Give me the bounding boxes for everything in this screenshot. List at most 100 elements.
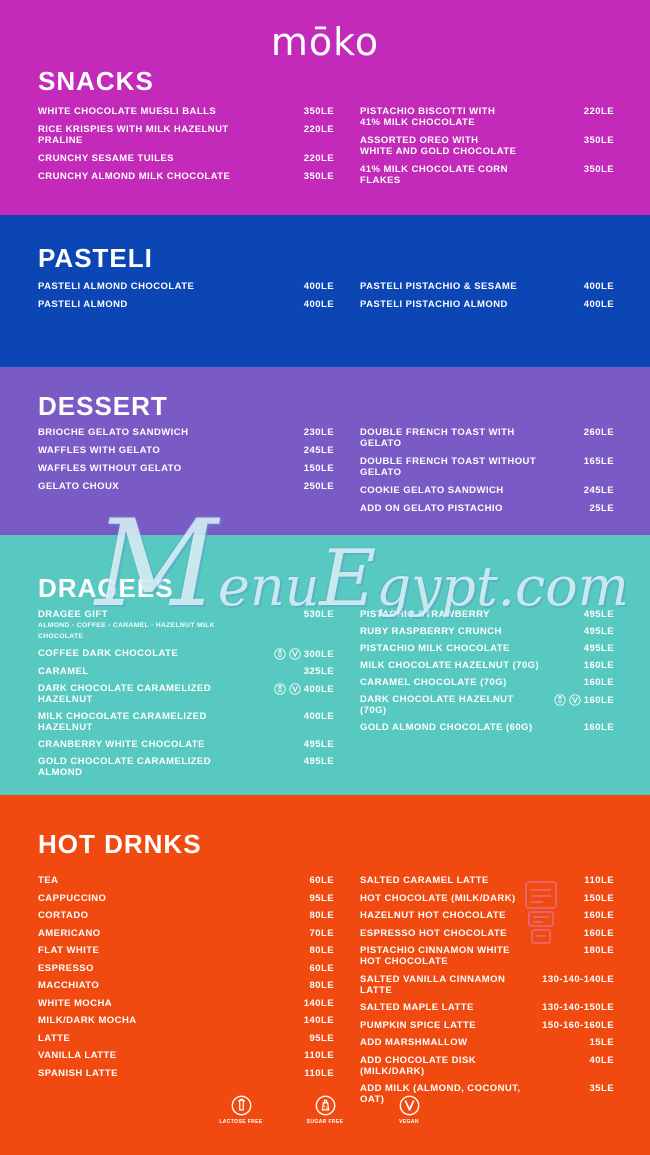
lactose-free-icon: [274, 683, 286, 695]
menu-item-price: 165LE: [583, 456, 614, 467]
menu-item: SALTED VANILLA CINNAMON LATTE 130-140-140L…: [360, 974, 614, 996]
menu-item-price: 130-140-150LE: [542, 1002, 614, 1013]
menu-item: ESPRESSO 60LE: [38, 963, 334, 974]
menu-item-price: 150LE: [303, 463, 334, 474]
menu-item-price: 220LE: [303, 153, 334, 164]
menu-item-name: DRAGEE GIFT ALMOND - COFFEE - CARAMEL - H…: [38, 609, 251, 642]
menu-item-price: 245LE: [303, 445, 334, 456]
menu-item-name: CRANBERRY WHITE CHOCOLATE: [38, 739, 205, 750]
menu-item: CORTADO 80LE: [38, 910, 334, 921]
menu-item-name: PASTELI ALMOND: [38, 299, 128, 310]
menu-item: DOUBLE FRENCH TOAST WITHOUT GELATO 165LE: [360, 456, 614, 478]
menu-item-name: LATTE: [38, 1032, 71, 1044]
menu-item-price: 400LE: [583, 299, 614, 310]
menu-item: SALTED CARAMEL LATTE 110LE: [360, 875, 614, 886]
section-title-dragees: DRAGEES: [38, 573, 174, 603]
menu-item-price: 495LE: [303, 739, 334, 750]
menu-column-right: SALTED CARAMEL LATTE 110LE HOT CHOCOLATE (…: [360, 875, 614, 1112]
menu-item-price: 220LE: [303, 124, 334, 135]
menu-item-price: 350LE: [303, 171, 334, 182]
sugar-free-icon: [315, 1095, 336, 1116]
menu-item-price: 350LE: [583, 164, 614, 175]
menu-item-name: AMERICANO: [38, 927, 101, 939]
menu-item-name: COFFEE DARK CHOCOLATE: [38, 648, 179, 659]
menu-item-price: 495LE: [583, 626, 614, 637]
menu-item-price: 350LE: [303, 106, 334, 117]
menu-item-name: DARK CHOCOLATE HAZELNUT (70G): [360, 694, 514, 716]
menu-item-name: PASTELI PISTACHIO ALMOND: [360, 299, 508, 310]
menu-item: RICE KRISPIES WITH MILK HAZELNUT PRALINE…: [38, 124, 334, 146]
menu-item-name: SALTED CARAMEL LATTE: [360, 875, 489, 886]
menu-column-left: BRIOCHE GELATO SANDWICH 230LE WAFFLES WITH…: [38, 427, 334, 499]
menu-item-price: 35LE: [589, 1083, 614, 1094]
menu-item-price: 230LE: [303, 427, 334, 438]
menu-item-name: CORTADO: [38, 910, 89, 921]
menu-item-name: PISTACHIO MILK CHOCOLATE: [360, 643, 510, 654]
menu-item-name: DOUBLE FRENCH TOAST WITHOUT GELATO: [360, 456, 537, 478]
menu-item: SALTED MAPLE LATTE 130-140-150LE: [360, 1002, 614, 1013]
menu-item: DARK CHOCOLATE HAZELNUT (70G) 160LE: [360, 694, 614, 716]
menu-item: DOUBLE FRENCH TOAST WITH GELATO 260LE: [360, 427, 614, 449]
vegan-icon: [289, 683, 301, 695]
menu-item-price: 495LE: [583, 609, 614, 620]
menu-column-left: PASTELI ALMOND CHOCOLATE 400LE PASTELI ALM…: [38, 281, 334, 317]
menu-item-price: 140LE: [303, 1015, 334, 1026]
menu-item-price: 150-160-160LE: [542, 1019, 614, 1031]
menu-item: WAFFLES WITH GELATO 245LE: [38, 445, 334, 456]
menu-item-price: 495LE: [583, 643, 614, 654]
menu-item-name: CARAMEL: [38, 666, 89, 677]
menu-item: WAFFLES WITHOUT GELATO 150LE: [38, 463, 334, 474]
menu-item-name: PISTACHIO BISCOTTI WITH 41% MILK CHOCOLAT…: [360, 106, 496, 128]
menu-item-name: FLAT WHITE: [38, 945, 100, 956]
menu-item: DARK CHOCOLATE CARAMELIZED HAZELNUT 400LE: [38, 683, 334, 705]
menu-item-name: ASSORTED OREO WITH WHITE AND GOLD CHOCOLA…: [360, 135, 517, 157]
legend-label: LACTOSE FREE: [219, 1119, 263, 1125]
menu-item: TEA 60LE: [38, 875, 334, 886]
menu-item-price: 400LE: [583, 281, 614, 292]
menu-item-name: GOLD ALMOND CHOCOLATE (60G): [360, 722, 533, 733]
menu-column-right: PISTACHIO BISCOTTI WITH 41% MILK CHOCOLAT…: [360, 106, 614, 193]
menu-item-name: RICE KRISPIES WITH MILK HAZELNUT PRALINE: [38, 124, 229, 146]
menu-item-name: BRIOCHE GELATO SANDWICH: [38, 427, 189, 438]
section-dessert: DESSERT BRIOCHE GELATO SANDWICH 230LE WAFF…: [0, 367, 650, 535]
menu-item-name: COOKIE GELATO SANDWICH: [360, 485, 504, 496]
menu-item-price: 15LE: [589, 1037, 614, 1048]
menu-item-price: 40LE: [589, 1054, 614, 1066]
menu-column-left: WHITE CHOCOLATE MUESLI BALLS 350LE RICE KR…: [38, 106, 334, 189]
menu-item-name: PASTELI PISTACHIO & SESAME: [360, 281, 518, 292]
menu-item-price: 80LE: [309, 910, 334, 921]
section-title-dessert: DESSERT: [38, 391, 168, 421]
menu-item: BRIOCHE GELATO SANDWICH 230LE: [38, 427, 334, 438]
menu-item-name: ADD MARSHMALLOW: [360, 1037, 468, 1048]
menu-item-name: WAFFLES WITH GELATO: [38, 445, 161, 456]
menu-item: GOLD CHOCOLATE CARAMELIZED ALMOND 495LE: [38, 756, 334, 778]
menu-item-price: 250LE: [303, 481, 334, 492]
menu-item-price: 110LE: [304, 1050, 334, 1061]
menu-item: PISTACHIO STRAWBERRY 495LE: [360, 609, 614, 620]
menu-item-price: 110LE: [304, 1067, 334, 1079]
menu-item-price: 400LE: [303, 711, 334, 722]
menu-item-name: MACCHIATO: [38, 980, 100, 991]
legend-label: SUGAR FREE: [306, 1119, 344, 1125]
menu-column-right: PASTELI PISTACHIO & SESAME 400LE PASTELI P…: [360, 281, 614, 317]
menu-item: CARAMEL CHOCOLATE (70G) 160LE: [360, 677, 614, 688]
menu-item: CRUNCHY ALMOND MILK CHOCOLATE 350LE: [38, 171, 334, 182]
menu-item: 41% MILK CHOCOLATE CORN FLAKES 350LE: [360, 164, 614, 186]
menu-item: ADD MILK (ALMOND, COCONUT, OAT) 35LE: [360, 1083, 614, 1105]
menu-column-left: DRAGEE GIFT ALMOND - COFFEE - CARAMEL - H…: [38, 609, 334, 784]
menu-item-name: GOLD CHOCOLATE CARAMELIZED ALMOND: [38, 756, 212, 778]
menu-item-name: ADD ON GELATO PISTACHIO: [360, 503, 503, 514]
menu-item-name: PUMPKIN SPICE LATTE: [360, 1019, 477, 1031]
legend-item-sugar-free: SUGAR FREE: [296, 1095, 354, 1125]
section-pasteli: PASTELI PASTELI ALMOND CHOCOLATE 400LE PAS…: [0, 215, 650, 367]
section-title-hot-drinks: HOT DRNKS: [38, 829, 202, 859]
menu-item-price: 530LE: [303, 609, 334, 620]
menu-item-price: 220LE: [583, 106, 614, 117]
menu-item-name: MILK CHOCOLATE CARAMELIZED HAZELNUT: [38, 711, 207, 733]
menu-column-left: TEA 60LE CAPPUCCINO 95LE CORTADO 80LE AMERICAN…: [38, 875, 334, 1085]
legend-item-vegan: VEGAN: [380, 1095, 438, 1125]
menu-item: ASSORTED OREO WITH WHITE AND GOLD CHOCOLA…: [360, 135, 614, 157]
menu-item: RUBY RASPBERRY CRUNCH 495LE: [360, 626, 614, 637]
menu-item: COFFEE DARK CHOCOLATE 300LE: [38, 648, 334, 660]
section-dragees: DRAGEES DRAGEE GIFT ALMOND - COFFEE - CAR…: [0, 535, 650, 795]
